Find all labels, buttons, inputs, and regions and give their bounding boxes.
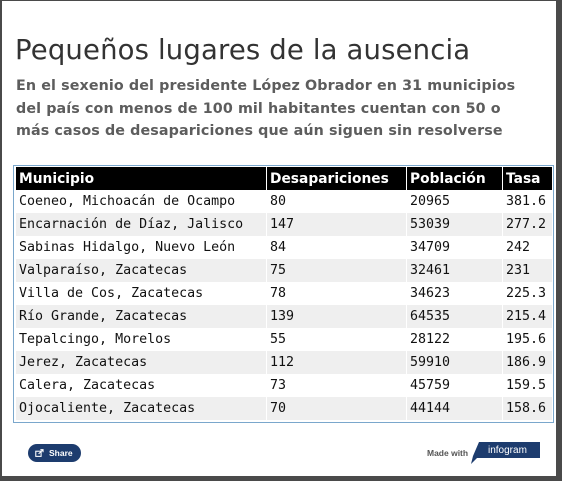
cell-municipio: Villa de Cos, Zacatecas	[16, 282, 267, 305]
cell-municipio: Ojocaliente, Zacatecas	[16, 397, 267, 420]
made-with-label: Made with	[427, 448, 469, 458]
cell-tasa: 158.6	[503, 397, 552, 420]
cell-desapariciones: 80	[267, 190, 407, 213]
table-row: Ojocaliente, Zacatecas 70 44144 158.6	[16, 397, 552, 420]
page-title: Pequeños lugares de la ausencia	[15, 34, 471, 66]
cell-municipio: Jerez, Zacatecas	[16, 351, 267, 374]
cell-tasa: 186.9	[503, 351, 552, 374]
cell-tasa: 225.3	[506, 286, 547, 301]
cell-municipio: Tepalcingo, Morelos	[16, 328, 267, 351]
cell-municipio: Río Grande, Zacatecas	[16, 305, 267, 328]
cell-municipio: Valparaíso, Zacatecas	[16, 259, 267, 282]
cell-tasa: 242	[506, 240, 531, 255]
data-table: Municipio Desapariciones Población Tasa …	[16, 167, 552, 420]
cell-tasa: 159.5	[506, 378, 547, 393]
infogram-logo[interactable]: infogram	[471, 442, 540, 464]
cell-municipio: Sabinas Hidalgo, Nuevo León	[16, 236, 267, 259]
cell-desapariciones: 78	[267, 282, 407, 305]
cell-poblacion: 53039	[407, 213, 503, 236]
table-row: Sabinas Hidalgo, Nuevo León 84 34709 242	[16, 236, 552, 259]
cell-poblacion: 34709	[407, 236, 503, 259]
table-row: Encarnación de Díaz, Jalisco 147 53039 2…	[16, 213, 552, 236]
table-row: Calera, Zacatecas 73 45759 159.5	[16, 374, 552, 397]
cell-desapariciones: 147	[267, 213, 407, 236]
table-row: Valparaíso, Zacatecas 75 32461 231	[16, 259, 552, 282]
cell-tasa: 381.6	[506, 194, 547, 209]
column-header-poblacion[interactable]: Población	[407, 167, 503, 190]
cell-tasa: 277.2	[503, 213, 552, 236]
infogram-badge-icon	[471, 442, 540, 464]
table-header-row: Municipio Desapariciones Población Tasa	[16, 167, 552, 190]
cell-municipio: Coeneo, Michoacán de Ocampo	[16, 190, 267, 213]
cell-tasa: 231	[503, 259, 552, 282]
share-button[interactable]: Share	[28, 444, 81, 462]
cell-poblacion: 34623	[407, 282, 503, 305]
page-subtitle: En el sexenio del presidente López Obrad…	[16, 78, 516, 139]
infogram-brand-text: infogram	[488, 445, 527, 456]
cell-desapariciones: 70	[267, 397, 407, 420]
column-header-municipio[interactable]: Municipio	[16, 167, 267, 190]
data-table-container: Municipio Desapariciones Población Tasa …	[13, 165, 554, 423]
table-row: Villa de Cos, Zacatecas 78 34623 225.3	[16, 282, 552, 305]
table-row: Jerez, Zacatecas 112 59910 186.9	[16, 351, 552, 374]
cell-poblacion: 44144	[407, 397, 503, 420]
cell-desapariciones: 55	[267, 328, 407, 351]
column-header-tasa[interactable]: Tasa	[503, 167, 552, 190]
cell-desapariciones: 139	[267, 305, 407, 328]
cell-desapariciones: 84	[267, 236, 407, 259]
cell-municipio: Calera, Zacatecas	[16, 374, 267, 397]
table-row: Coeneo, Michoacán de Ocampo 80 20965 381…	[16, 190, 552, 213]
table-row: Río Grande, Zacatecas 139 64535 215.4	[16, 305, 552, 328]
cell-desapariciones: 73	[267, 374, 407, 397]
cell-poblacion: 64535	[407, 305, 503, 328]
cell-tasa: 195.6	[506, 332, 547, 347]
cell-poblacion: 20965	[407, 190, 503, 213]
cell-poblacion: 32461	[407, 259, 503, 282]
share-label: Share	[49, 448, 73, 458]
share-icon	[35, 449, 44, 457]
cell-poblacion: 28122	[407, 328, 503, 351]
cell-poblacion: 59910	[407, 351, 503, 374]
cell-municipio: Encarnación de Díaz, Jalisco	[16, 213, 267, 236]
table-row: Tepalcingo, Morelos 55 28122 195.6	[16, 328, 552, 351]
cell-poblacion: 45759	[407, 374, 503, 397]
cell-desapariciones: 112	[267, 351, 407, 374]
cell-tasa: 215.4	[503, 305, 552, 328]
column-header-desapariciones[interactable]: Desapariciones	[267, 167, 407, 190]
cell-desapariciones: 75	[267, 259, 407, 282]
